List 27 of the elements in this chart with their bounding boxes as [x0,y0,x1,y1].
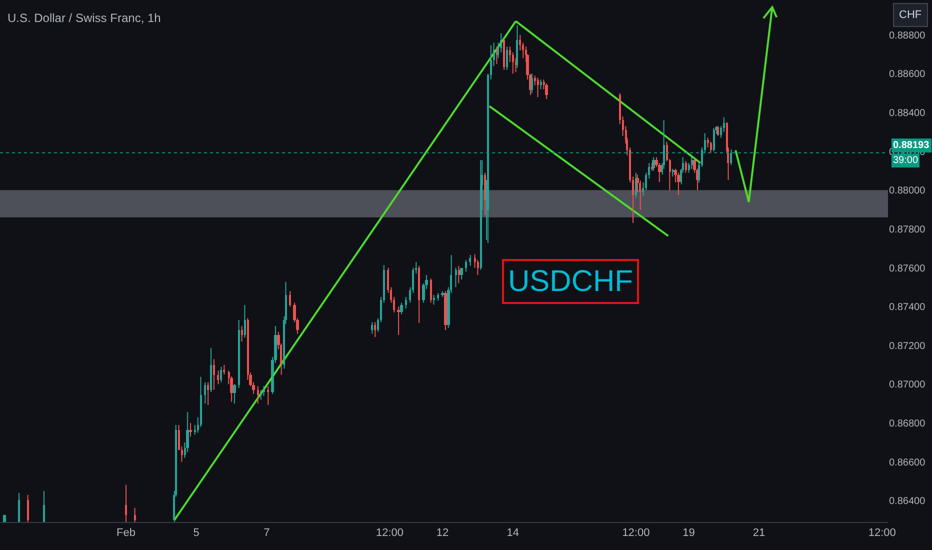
x-tick-label: 12:00 [622,527,650,540]
x-tick-label: 21 [752,527,766,540]
text: U.S. Dollar / Swiss Franc, 1h [7,11,161,26]
y-tick-label: 0.86600 [889,457,926,468]
y-tick-label: 0.88600 [889,69,926,80]
y-tick-label: 0.87800 [889,224,926,236]
text: CHF [899,9,922,21]
x-tick-label: 12 [436,527,449,540]
x-tick-label: 7 [264,527,270,540]
x-tick-label: 12:00 [376,527,404,540]
x-tick-label: 5 [193,527,200,540]
x-tick-label: 19 [682,527,695,540]
text: 39:00 [893,155,918,166]
y-tick-label: 0.88800 [889,30,926,42]
y-tick-label: 0.86400 [889,496,926,508]
y-tick-label: 0.87400 [889,302,926,314]
ref-line-label: 0.88193 [893,140,930,151]
y-tick-label: 0.87000 [889,380,926,391]
y-tick-label: 0.87600 [889,263,926,274]
y-tick-label: 0.88400 [889,108,926,120]
x-tick-label: Feb [116,527,136,540]
x-tick-label: 12:00 [868,527,896,540]
y-tick-label: 0.86800 [889,418,926,430]
y-tick-label: 0.88000 [889,186,926,197]
x-tick-label: 14 [506,527,519,540]
annotation: USDCHF [508,265,633,298]
y-tick-label: 0.87200 [889,340,926,352]
